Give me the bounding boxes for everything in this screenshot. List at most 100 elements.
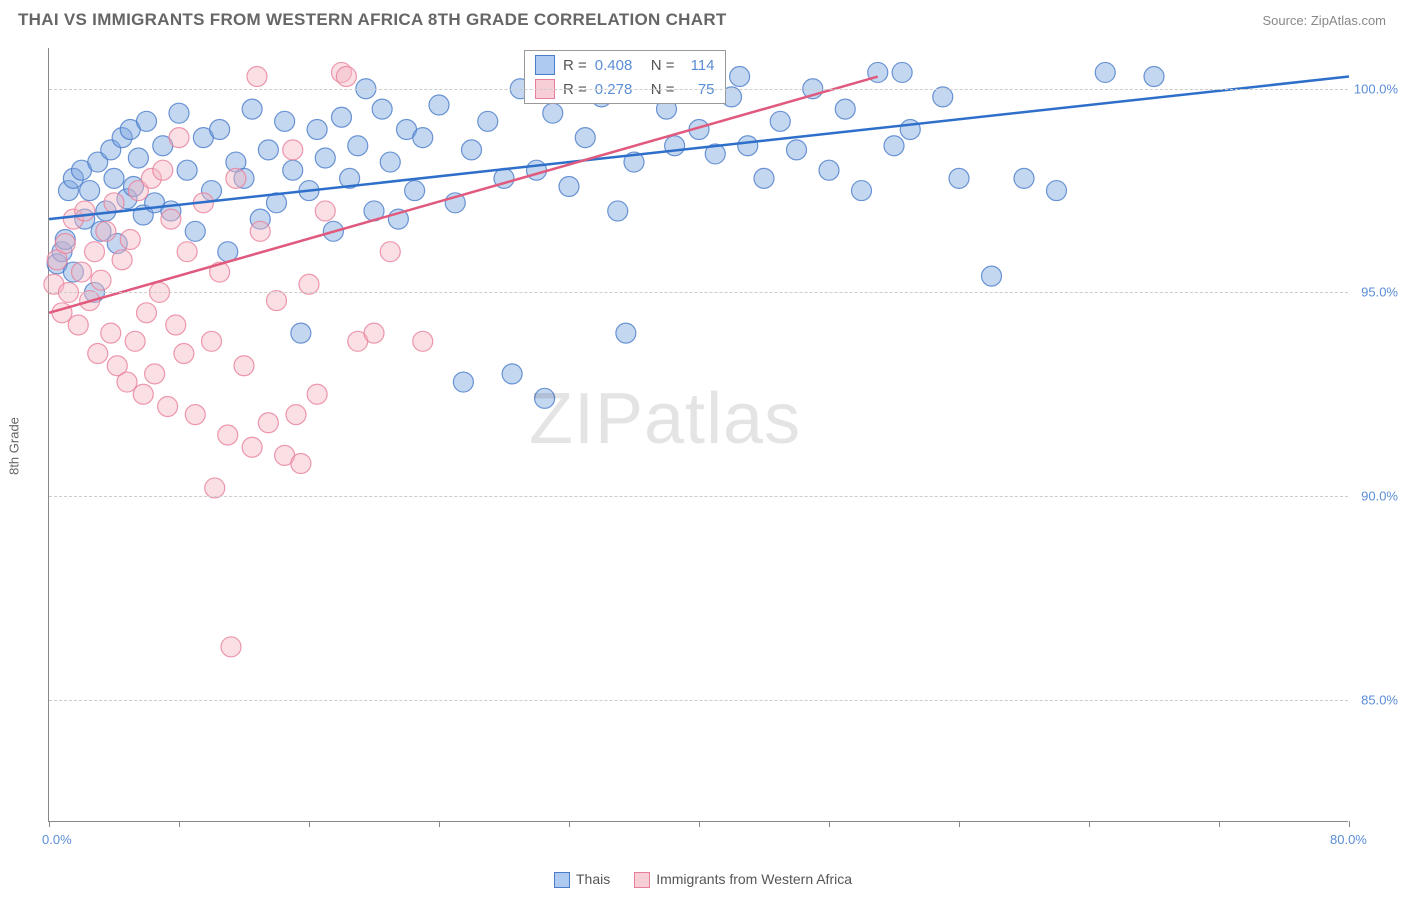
r-label: R = xyxy=(563,57,587,74)
data-point xyxy=(137,303,157,323)
data-point xyxy=(166,315,186,335)
data-point xyxy=(96,221,116,241)
n-value: 114 xyxy=(683,57,715,74)
data-point xyxy=(161,209,181,229)
data-point xyxy=(202,331,222,351)
data-point xyxy=(177,242,197,262)
data-point xyxy=(242,437,262,457)
data-point xyxy=(315,201,335,221)
data-point xyxy=(852,181,872,201)
x-axis-max-label: 80.0% xyxy=(1330,832,1406,920)
data-point xyxy=(80,181,100,201)
data-point xyxy=(884,136,904,156)
data-point xyxy=(226,168,246,188)
y-axis-label: 8th Grade xyxy=(7,417,22,475)
data-point xyxy=(120,229,140,249)
x-tick xyxy=(439,821,440,827)
data-point xyxy=(75,201,95,221)
data-point xyxy=(982,266,1002,286)
x-tick xyxy=(1349,821,1350,827)
data-point xyxy=(405,181,425,201)
data-point xyxy=(738,136,758,156)
data-point xyxy=(291,323,311,343)
gridline xyxy=(49,496,1348,497)
y-tick-label: 100.0% xyxy=(1352,81,1398,96)
data-point xyxy=(332,107,352,127)
scatter-plot-svg xyxy=(49,48,1348,821)
legend-label: Thais xyxy=(576,871,610,887)
series-swatch xyxy=(535,55,555,75)
data-point xyxy=(754,168,774,188)
data-point xyxy=(104,168,124,188)
data-point xyxy=(453,372,473,392)
data-point xyxy=(608,201,628,221)
data-point xyxy=(1144,67,1164,87)
data-point xyxy=(283,160,303,180)
data-point xyxy=(575,128,595,148)
data-point xyxy=(242,99,262,119)
data-point xyxy=(372,99,392,119)
x-tick xyxy=(699,821,700,827)
data-point xyxy=(104,193,124,213)
correlation-stats-box: R =0.408N =114R =0.278N =75 xyxy=(524,50,726,104)
data-point xyxy=(275,111,295,131)
data-point xyxy=(133,384,153,404)
data-point xyxy=(1014,168,1034,188)
y-tick-label: 90.0% xyxy=(1352,489,1398,504)
gridline xyxy=(49,292,1348,293)
data-point xyxy=(205,478,225,498)
data-point xyxy=(462,140,482,160)
data-point xyxy=(413,128,433,148)
data-point xyxy=(72,262,92,282)
data-point xyxy=(88,344,108,364)
legend-swatch xyxy=(554,872,570,888)
data-point xyxy=(169,103,189,123)
data-point xyxy=(933,87,953,107)
x-tick xyxy=(179,821,180,827)
data-point xyxy=(286,405,306,425)
data-point xyxy=(153,160,173,180)
data-point xyxy=(291,454,311,474)
data-point xyxy=(137,111,157,131)
data-point xyxy=(819,160,839,180)
data-point xyxy=(158,396,178,416)
x-axis-min-label: 0.0% xyxy=(42,832,72,920)
data-point xyxy=(258,140,278,160)
data-point xyxy=(185,221,205,241)
data-point xyxy=(478,111,498,131)
data-point xyxy=(174,344,194,364)
data-point xyxy=(380,242,400,262)
data-point xyxy=(145,364,165,384)
data-point xyxy=(267,291,287,311)
data-point xyxy=(543,103,563,123)
source-attribution: Source: ZipAtlas.com xyxy=(1262,13,1386,28)
n-label: N = xyxy=(651,57,675,74)
stats-row: R =0.408N =114 xyxy=(525,53,725,77)
data-point xyxy=(128,148,148,168)
data-point xyxy=(112,250,132,270)
x-tick xyxy=(49,821,50,827)
data-point xyxy=(185,405,205,425)
data-point xyxy=(527,160,547,180)
chart-title: THAI VS IMMIGRANTS FROM WESTERN AFRICA 8… xyxy=(18,10,727,30)
data-point xyxy=(125,331,145,351)
data-point xyxy=(413,331,433,351)
legend-item: Immigrants from Western Africa xyxy=(634,871,852,888)
legend-swatch xyxy=(634,872,650,888)
data-point xyxy=(364,323,384,343)
x-tick xyxy=(569,821,570,827)
legend-item: Thais xyxy=(554,871,610,888)
data-point xyxy=(210,119,230,139)
data-point xyxy=(283,140,303,160)
data-point xyxy=(221,637,241,657)
data-point xyxy=(55,234,75,254)
gridline xyxy=(49,700,1348,701)
x-tick xyxy=(829,821,830,827)
data-point xyxy=(91,270,111,290)
data-point xyxy=(307,119,327,139)
data-point xyxy=(559,177,579,197)
data-point xyxy=(900,119,920,139)
data-point xyxy=(218,425,238,445)
data-point xyxy=(234,356,254,376)
data-point xyxy=(835,99,855,119)
